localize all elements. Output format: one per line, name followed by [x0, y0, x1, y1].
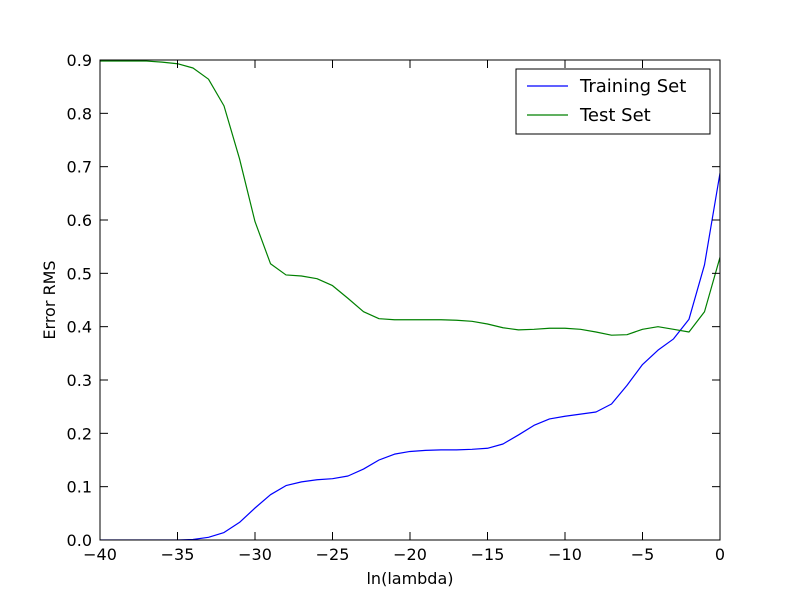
series-line-test-set [100, 60, 720, 336]
y-tick-label: 0.5 [67, 264, 92, 283]
y-tick-label: 0.6 [67, 211, 92, 230]
x-tick-label: −5 [631, 545, 655, 564]
tick-layer: −40 −35 −30 −25 −20 −15 −10 −5 0 0.0 0.1 0.2 0.3 0.4 0… [67, 51, 726, 564]
series-line-training-set [100, 172, 720, 540]
y-tick-label: 0.9 [67, 51, 92, 70]
x-tick-label: −30 [238, 545, 272, 564]
x-axis-label: ln(lambda) [366, 569, 453, 588]
legend-label-test-set: Test Set [579, 105, 651, 126]
y-tick-label: 0.4 [67, 318, 92, 337]
x-tick-label: 0 [715, 545, 725, 564]
x-tick-label: −40 [83, 545, 117, 564]
legend: Training Set Test Set [515, 68, 711, 135]
x-tick-label: −15 [471, 545, 505, 564]
y-tick-label: 0.8 [67, 104, 92, 123]
x-tick-label: −20 [393, 545, 427, 564]
y-tick-label: 0.2 [67, 424, 92, 443]
x-tick-label: −25 [316, 545, 350, 564]
y-tick-label: 0.7 [67, 158, 92, 177]
legend-box [515, 68, 711, 135]
y-axis-label: Error RMS [40, 260, 59, 339]
x-tick-label: −35 [161, 545, 195, 564]
legend-label-training-set: Training Set [579, 76, 686, 97]
y-tick-label: 0.1 [67, 478, 92, 497]
y-tick-label: 0.3 [67, 371, 92, 390]
y-tick-label: 0.0 [67, 531, 92, 550]
x-tick-label: −10 [548, 545, 582, 564]
series-layer [100, 60, 720, 540]
